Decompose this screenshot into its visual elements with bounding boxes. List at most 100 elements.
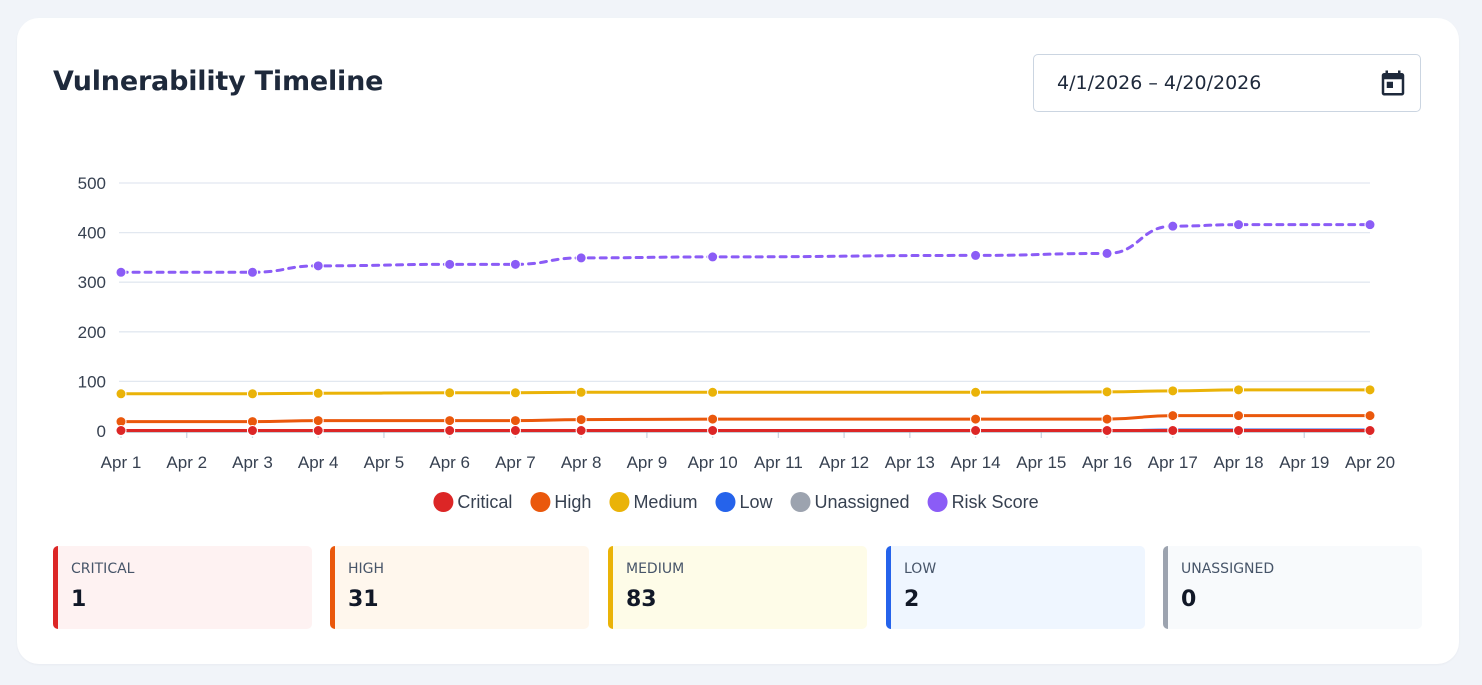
x-tick-label: Apr 11 [754,453,803,472]
data-point-critical [444,425,456,437]
stat-card-high: HIGH 31 [330,546,589,629]
stat-value: 31 [348,587,379,612]
stat-card-low: LOW 2 [886,546,1145,629]
data-point-critical [312,425,324,437]
y-tick-label: 500 [78,174,106,193]
data-point-critical [1167,425,1179,437]
stat-label: LOW [904,561,937,577]
data-point-risk-score [246,266,258,278]
x-tick-label: Apr 4 [298,453,339,472]
data-point-high [444,415,456,427]
stat-value: 1 [71,587,87,612]
legend-label-medium: Medium [633,492,697,512]
x-tick-label: Apr 3 [232,453,273,472]
legend-label-risk-score: Risk Score [952,492,1039,512]
stat-label: UNASSIGNED [1181,561,1275,577]
data-point-risk-score [575,252,587,264]
timeline-chart: 0 100 200 300 400 500 Apr 1 Apr 2 Apr 3 Apr 4 Apr … [78,174,1395,512]
x-tick-label: Apr 19 [1279,453,1329,472]
data-point-critical [707,425,719,437]
data-point-critical [1233,425,1245,437]
x-tick-label: Apr 1 [101,453,142,472]
data-point-high [1101,413,1113,425]
x-tick-label: Apr 6 [429,453,470,472]
legend-label-low: Low [739,492,773,512]
data-point-medium [1101,386,1113,398]
y-tick-label: 0 [97,422,106,441]
x-tick-label: Apr 17 [1148,453,1198,472]
stat-card-critical: CRITICAL 1 [53,546,312,629]
data-point-high [1364,410,1376,422]
stat-accent-bar [330,546,335,629]
data-point-critical [246,425,258,437]
data-point-risk-score [1233,219,1245,231]
data-point-medium [246,388,258,400]
data-point-high [970,413,982,425]
data-point-medium [970,386,982,398]
stat-label: HIGH [348,561,385,577]
legend-swatch-risk-score [927,492,948,512]
calendar-icon[interactable] [1378,68,1408,98]
data-point-critical [1101,425,1113,437]
data-point-medium [707,386,719,398]
data-point-risk-score [115,266,127,278]
stat-value: 0 [1181,587,1197,612]
data-point-high [312,415,324,427]
data-point-medium [312,387,324,399]
data-point-medium [115,388,127,400]
x-tick-label: Apr 9 [627,453,668,472]
x-tick-label: Apr 18 [1213,453,1263,472]
date-range-picker[interactable]: 4/1/2026 – 4/20/2026 [1033,54,1421,112]
stat-card-unassigned: UNASSIGNED 0 [1163,546,1422,629]
data-point-high [707,413,719,425]
x-tick-label: Apr 8 [561,453,602,472]
page-title: Vulnerability Timeline [53,66,384,97]
legend-swatch-medium [609,492,630,512]
data-point-risk-score [1167,220,1179,232]
data-point-risk-score [312,260,324,272]
x-tick-label: Apr 13 [885,453,935,472]
series-line-medium [119,388,1372,396]
data-point-critical [1364,425,1376,437]
x-tick-label: Apr 14 [951,453,1001,472]
x-tick-label: Apr 2 [166,453,207,472]
data-point-risk-score [1364,219,1376,231]
x-tick-label: Apr 16 [1082,453,1132,472]
legend-swatch-low [715,492,736,512]
legend-label-unassigned: Unassigned [815,492,910,512]
x-tick-label: Apr 20 [1345,453,1395,472]
stat-accent-bar [886,546,891,629]
x-tick-label: Apr 10 [688,453,738,472]
data-point-medium [444,387,456,399]
data-point-high [509,415,521,427]
x-tick-label: Apr 7 [495,453,536,472]
legend-label-high: High [554,492,591,512]
legend-swatch-high [530,492,551,512]
data-point-critical [509,425,521,437]
data-point-critical [970,425,982,437]
y-tick-label: 300 [78,273,106,292]
data-point-critical [575,425,587,437]
stat-value: 83 [626,587,657,612]
data-point-medium [1364,384,1376,396]
x-tick-label: Apr 12 [819,453,869,472]
date-range-value: 4/1/2026 – 4/20/2026 [1057,72,1262,94]
data-point-risk-score [509,258,521,270]
stat-value: 2 [904,587,920,612]
stat-label: MEDIUM [626,561,685,577]
series-line-high [119,414,1372,424]
series-line-risk-score [119,223,1372,274]
stat-card-medium: MEDIUM 83 [608,546,867,629]
data-point-critical [115,425,127,437]
data-point-medium [1233,384,1245,396]
stat-accent-bar [53,546,58,629]
data-point-risk-score [970,249,982,261]
y-tick-label: 100 [78,372,106,391]
data-point-high [575,414,587,426]
data-point-risk-score [444,258,456,270]
y-tick-label: 400 [78,224,106,243]
stat-accent-bar [1163,546,1168,629]
data-point-medium [575,386,587,398]
y-tick-label: 200 [78,323,106,342]
stat-label: CRITICAL [71,561,135,577]
